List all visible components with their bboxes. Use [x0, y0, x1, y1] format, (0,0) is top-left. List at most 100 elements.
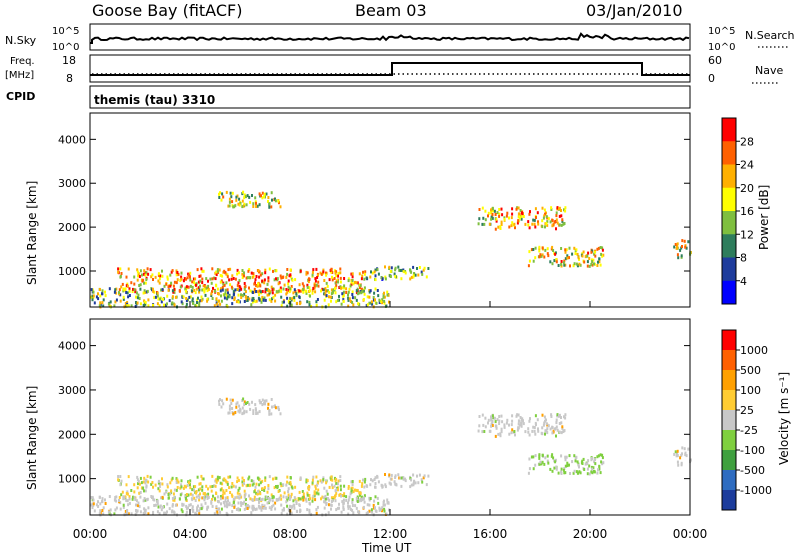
power-cell — [102, 304, 105, 308]
velocity-cell — [255, 497, 258, 501]
velocity-cell — [533, 426, 536, 429]
power-cell — [553, 220, 556, 224]
power-cell — [588, 257, 591, 260]
power-cell — [265, 192, 268, 196]
power-cell — [195, 283, 197, 287]
velocity-cell — [597, 468, 599, 472]
power-cell — [262, 298, 265, 302]
velocity-cell — [165, 490, 168, 494]
velocity-cell — [541, 460, 544, 464]
power-cell — [519, 209, 522, 212]
power-cell — [144, 281, 147, 285]
power-cell — [320, 289, 322, 293]
velocity-cell — [332, 496, 335, 500]
velocity-cell — [345, 495, 348, 499]
power-cell — [683, 239, 686, 243]
velocity-cell — [289, 495, 291, 499]
power-cell — [268, 291, 271, 295]
power-cell — [418, 266, 421, 269]
velocity-cell — [154, 503, 157, 507]
power-cell — [120, 285, 123, 289]
power-cell — [258, 298, 261, 302]
power-cell — [543, 214, 546, 218]
velocity-cell — [118, 496, 121, 499]
power-cell — [126, 291, 129, 295]
velocity-cell — [154, 483, 157, 487]
velocity-cell — [593, 460, 596, 464]
velocity-cell — [293, 506, 296, 510]
power-cell — [196, 268, 199, 272]
power-cell — [190, 289, 193, 293]
power-cell — [193, 280, 195, 284]
velocity-cell — [510, 423, 513, 427]
velocity-cell — [487, 421, 489, 425]
velocity-cell — [316, 483, 319, 487]
velocity-cell — [159, 505, 162, 509]
power-cell — [388, 265, 391, 269]
velocity-cell — [356, 489, 359, 493]
velocity-cell — [164, 511, 167, 515]
velocity-cell — [494, 420, 497, 424]
velocity-cell — [254, 485, 257, 489]
power-cell — [176, 271, 179, 274]
velocity-cell — [563, 467, 566, 470]
velocity-cell — [249, 407, 252, 411]
power-cell — [257, 290, 260, 294]
power-cell — [506, 211, 509, 215]
velocity-cell — [260, 508, 263, 512]
power-cell — [491, 216, 494, 220]
velocity-cell — [340, 494, 343, 498]
power-cell — [173, 290, 176, 294]
velocity-cell — [557, 471, 560, 475]
power-cell — [676, 242, 679, 246]
power-cell — [500, 223, 503, 226]
velocity-cell — [192, 485, 195, 489]
power-cell — [244, 290, 247, 294]
velocity-cell — [147, 512, 150, 516]
velocity-cell — [586, 467, 589, 471]
xtick-label: 20:00 — [573, 527, 608, 541]
velocity-cell — [384, 483, 387, 487]
power-cell — [191, 299, 194, 303]
velocity-cell — [351, 504, 354, 507]
power-cell — [325, 294, 328, 298]
power-cell — [180, 271, 183, 275]
power-cell — [214, 277, 217, 281]
power-cell — [241, 205, 244, 209]
power-cell — [541, 219, 544, 223]
velocity-cell — [388, 473, 391, 477]
velocity-cell — [481, 430, 484, 434]
power-cell — [223, 296, 226, 300]
velocity-cell — [162, 505, 165, 509]
power-cell — [345, 291, 348, 294]
power-cell — [170, 281, 173, 285]
velocity-cell — [170, 489, 173, 493]
power-cell — [263, 278, 266, 282]
power-cell — [519, 216, 522, 220]
velocity-cell — [230, 402, 233, 405]
nsky-right-tick-bottom: 10^0 — [708, 42, 735, 53]
frequency-series-line — [90, 62, 690, 76]
power-cell — [481, 206, 484, 210]
power-cell — [598, 257, 601, 261]
velocity-cell — [349, 492, 352, 496]
velocity-cell — [549, 427, 552, 431]
velocity-cell — [343, 484, 346, 488]
power-cell — [255, 205, 258, 208]
power-cell — [555, 218, 558, 222]
velocity-cell — [223, 501, 226, 505]
velocity-cell — [195, 495, 198, 499]
velocity-cell — [251, 506, 254, 510]
power-cell — [257, 296, 260, 300]
power-cell — [315, 283, 318, 287]
velocity-cell — [255, 412, 258, 415]
power-cell — [510, 224, 513, 228]
colorbar-segment — [722, 370, 736, 391]
power-cell — [153, 290, 156, 294]
power-cell — [308, 300, 311, 304]
velocity-cell — [210, 500, 213, 504]
power-cell — [251, 298, 254, 302]
power-cell — [325, 281, 328, 285]
power-cell — [280, 304, 283, 308]
